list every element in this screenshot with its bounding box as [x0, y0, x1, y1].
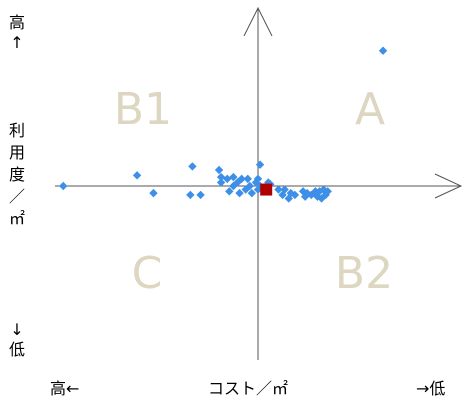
data-point — [247, 188, 257, 198]
data-point — [274, 185, 283, 194]
quadrant-label-b1: B1 — [114, 84, 172, 135]
data-point — [188, 162, 197, 171]
y-axis-arrowhead — [243, 6, 273, 37]
y-axis-bottom-text: ↓ 低 — [8, 320, 25, 359]
data-point — [243, 174, 252, 184]
y-axis-top-text: 高 ↑ — [8, 13, 25, 52]
y-axis-bottom-label: ↓ 低 — [7, 320, 27, 360]
x-axis-title: コスト／㎡ — [208, 379, 289, 398]
data-point — [225, 187, 234, 196]
x-axis-arrowhead — [434, 173, 463, 199]
data-point — [216, 178, 226, 187]
quadrant-labels: A B1 B2 C — [114, 84, 393, 299]
data-point — [290, 190, 300, 200]
data-point — [149, 188, 158, 198]
data-point — [245, 181, 254, 191]
data-point — [214, 165, 224, 175]
data-point — [186, 190, 195, 200]
data-point — [229, 181, 238, 191]
data-point — [323, 187, 332, 196]
quadrant-label-b2: B2 — [335, 248, 393, 299]
data-point — [132, 171, 142, 180]
y-axis-top-label: 高 ↑ — [7, 13, 27, 53]
quadrant-label-c: C — [132, 248, 163, 299]
data-point — [229, 172, 238, 182]
data-point — [233, 178, 242, 187]
data-point — [216, 172, 226, 182]
data-point — [59, 181, 68, 191]
x-axis-right-label: →低 — [416, 379, 446, 398]
data-point — [315, 187, 324, 196]
data-point — [235, 188, 244, 198]
y-axis-title-text: 利用度／㎡ — [8, 121, 25, 228]
quadrant-label-a: A — [355, 84, 385, 135]
data-point — [253, 174, 263, 184]
data-points — [59, 46, 388, 203]
data-point — [253, 185, 263, 194]
data-point — [237, 174, 246, 184]
data-point — [378, 46, 388, 55]
data-point — [255, 181, 265, 191]
x-axis-left-label: 高← — [50, 379, 80, 398]
data-point — [280, 185, 289, 194]
data-point — [223, 174, 232, 184]
highlight-point — [260, 183, 273, 196]
data-point — [196, 190, 205, 200]
data-point — [255, 160, 265, 169]
